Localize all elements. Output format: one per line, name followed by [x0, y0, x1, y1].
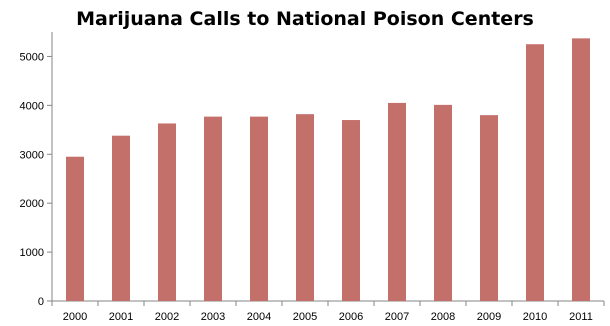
x-tick-label: 2009	[477, 311, 501, 323]
y-tick-label: 2000	[20, 198, 44, 210]
bar-series	[66, 38, 590, 302]
bar-2003	[204, 116, 222, 301]
y-tick-label: 5000	[20, 51, 44, 63]
x-tick-label: 2011	[569, 311, 593, 323]
y-tick-label: 0	[38, 296, 44, 308]
bar-2007	[388, 102, 406, 301]
x-tick-label: 2004	[247, 311, 271, 323]
bar-2006	[342, 120, 360, 301]
bar-2005	[296, 114, 314, 302]
x-tick-label: 2000	[63, 311, 87, 323]
bar-2002	[158, 123, 176, 302]
bar-2011	[572, 38, 590, 301]
x-tick-label: 2007	[385, 311, 409, 323]
bar-2008	[434, 104, 452, 301]
x-tick-label: 2003	[201, 311, 225, 323]
bar-2009	[480, 115, 498, 302]
x-tick-label: 2001	[109, 311, 133, 323]
x-tick-label: 2010	[523, 311, 547, 323]
y-tick-label: 4000	[20, 100, 44, 112]
x-axis: 2000 2001 2002 2003 2004 2005 2006 2007 2008 2009…	[51, 300, 605, 323]
bar-2004	[250, 116, 268, 301]
y-axis: 0 1000 2000 3000 4000 5000	[20, 32, 53, 308]
x-tick-label: 2005	[293, 311, 317, 323]
y-tick-label: 1000	[20, 247, 44, 259]
bar-2010	[526, 44, 544, 302]
x-tick-label: 2008	[431, 311, 455, 323]
y-tick-label: 3000	[20, 149, 44, 161]
x-tick-label: 2002	[155, 311, 179, 323]
chart-title: Marijuana Calls to National Poison Cente…	[76, 8, 534, 30]
bar-2000	[66, 156, 84, 301]
bar-2001	[112, 135, 130, 301]
x-tick-label: 2006	[339, 311, 363, 323]
